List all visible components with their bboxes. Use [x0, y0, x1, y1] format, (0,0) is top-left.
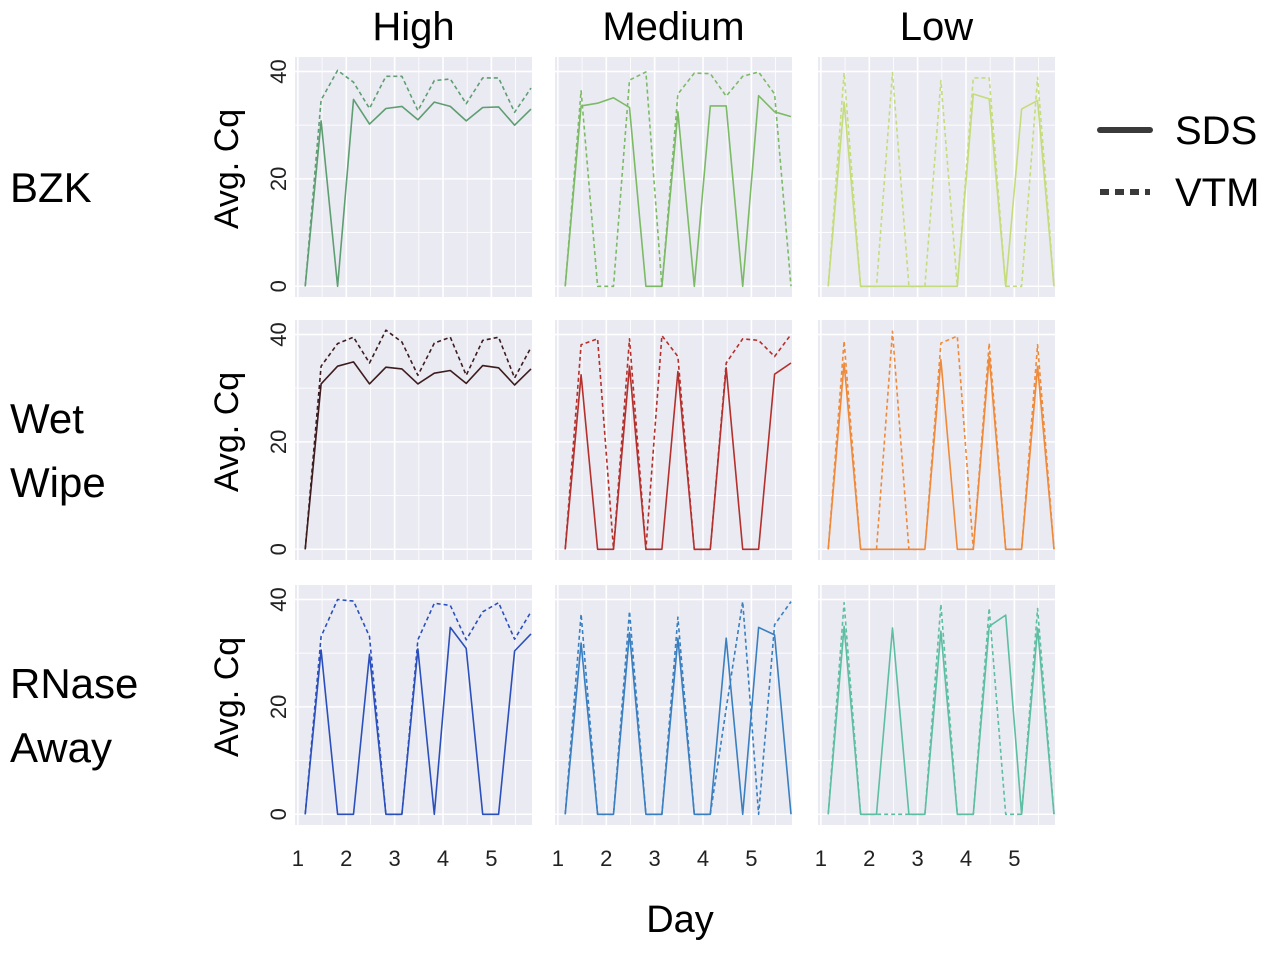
panel: [818, 320, 1055, 560]
x-tick-label: 5: [745, 846, 757, 871]
y-tick-label: 40: [266, 322, 291, 346]
series-line-vtm: [304, 329, 532, 550]
x-tick-label: 5: [1008, 846, 1020, 871]
panel-background: [818, 320, 1055, 560]
series-line-vtm: [564, 600, 792, 816]
row-label: Wet: [10, 395, 84, 442]
panel: [555, 57, 792, 297]
y-axis-label: Avg. Cq: [208, 372, 246, 492]
panel-background: [295, 585, 532, 825]
panel-background: [555, 320, 792, 560]
y-axis-label: Avg. Cq: [208, 109, 246, 229]
x-tick-label: 5: [485, 846, 497, 871]
x-tick-label: 4: [960, 846, 972, 871]
x-tick-label: 1: [815, 846, 827, 871]
panel: [295, 320, 532, 560]
x-tick-label: 2: [340, 846, 352, 871]
x-tick-label: 1: [552, 846, 564, 871]
y-tick-label: 20: [266, 167, 291, 191]
panel: [818, 585, 1055, 825]
series-line-vtm: [827, 330, 1055, 551]
legend-label: VTM: [1175, 171, 1259, 215]
column-title: High: [372, 5, 454, 49]
x-tick-label: 3: [912, 846, 924, 871]
series-line-sds: [304, 626, 532, 816]
series-line-vtm: [564, 334, 792, 551]
column-title: Low: [900, 5, 973, 49]
y-tick-label: 40: [266, 59, 291, 83]
x-tick-label: 3: [389, 846, 401, 871]
legend-label: SDS: [1175, 109, 1257, 153]
y-tick-label: 20: [266, 695, 291, 719]
column-title: Medium: [602, 5, 744, 49]
panel: [555, 320, 792, 560]
panel: [555, 585, 792, 825]
y-tick-label: 0: [266, 808, 291, 820]
panel-background: [295, 57, 532, 297]
x-tick-label: 1: [292, 846, 304, 871]
series-line-sds: [564, 362, 792, 551]
row-label: RNase: [10, 660, 138, 707]
panel: [295, 57, 532, 297]
series-line-vtm: [827, 601, 1055, 816]
series-line-vtm: [304, 598, 532, 816]
panel: [295, 585, 532, 825]
series-line-sds: [304, 98, 532, 288]
y-tick-label: 20: [266, 430, 291, 454]
row-label: BZK: [10, 164, 92, 211]
y-axis-label: Avg. Cq: [208, 637, 246, 757]
row-label: Away: [10, 724, 112, 771]
series-line-sds: [827, 93, 1055, 288]
y-tick-label: 40: [266, 587, 291, 611]
series-line-sds: [564, 94, 792, 288]
panel: [818, 57, 1055, 297]
series-line-vtm: [304, 69, 532, 287]
panel-background: [818, 57, 1055, 297]
y-tick-label: 0: [266, 280, 291, 292]
x-axis-label: Day: [646, 899, 714, 941]
x-tick-label: 2: [600, 846, 612, 871]
x-tick-label: 3: [649, 846, 661, 871]
series-line-vtm: [827, 71, 1055, 288]
x-tick-label: 4: [697, 846, 709, 871]
y-tick-label: 0: [266, 543, 291, 555]
x-tick-label: 2: [863, 846, 875, 871]
x-tick-label: 4: [437, 846, 449, 871]
row-label: Wipe: [10, 459, 106, 506]
panel-background: [295, 320, 532, 560]
panel-background: [555, 57, 792, 297]
series-line-vtm: [564, 71, 792, 288]
series-line-sds: [304, 361, 532, 550]
